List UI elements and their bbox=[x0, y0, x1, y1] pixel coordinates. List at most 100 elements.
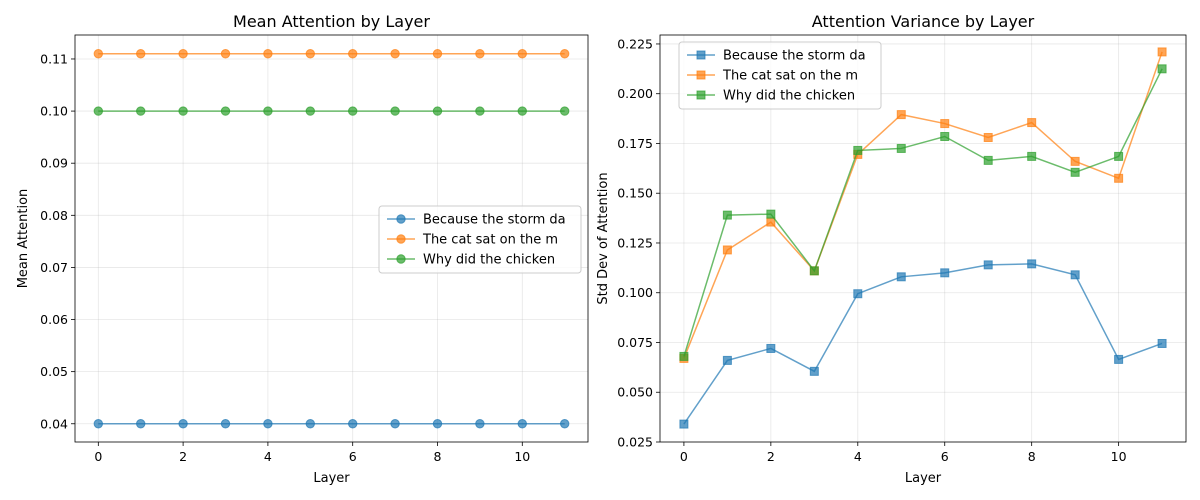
chart-2-data-point bbox=[809, 366, 819, 376]
chart-2-data-point bbox=[679, 419, 689, 429]
chart-1-data-point bbox=[220, 106, 231, 116]
chart-2-data-point bbox=[722, 355, 732, 365]
chart-1-data-point bbox=[178, 419, 188, 429]
chart-2-data-point bbox=[1157, 338, 1167, 348]
chart-1-y-tick-label: 0.04 bbox=[40, 416, 68, 431]
chart-1-x-tick-label: 0 bbox=[94, 449, 102, 464]
chart-1-legend-box bbox=[378, 205, 582, 274]
chart-2-y-tick-label: 0.200 bbox=[617, 86, 653, 101]
chart-1-x-tick-label: 2 bbox=[179, 449, 187, 464]
chart-2-title: Attention Variance by Layer bbox=[812, 12, 1035, 31]
chart-2-legend-item: Why did the chicken bbox=[687, 89, 855, 104]
chart-2-data-point bbox=[896, 143, 906, 153]
chart-1-data-point bbox=[559, 419, 570, 429]
chart-2-data-point bbox=[679, 351, 689, 361]
chart-2-legend-marker bbox=[696, 70, 706, 80]
chart-1-data-point bbox=[136, 49, 146, 59]
chart-1-data-point bbox=[263, 419, 273, 429]
chart-2-data-point bbox=[896, 272, 906, 282]
chart-1-data-point bbox=[390, 49, 400, 59]
chart-2-legend-marker bbox=[696, 90, 706, 100]
chart-2-y-tick-label: 0.150 bbox=[617, 186, 653, 201]
chart-2-grid bbox=[660, 35, 1186, 443]
chart-1-legend: Because the storm da The cat sat on the m… bbox=[378, 205, 582, 274]
chart-1-data-point bbox=[305, 419, 316, 429]
chart-2-legend-label: The cat sat on the m bbox=[722, 69, 858, 84]
chart-2-data-point bbox=[1114, 151, 1124, 161]
chart-2-data-point bbox=[1114, 354, 1124, 364]
chart-1-data-point bbox=[347, 106, 358, 116]
chart-1-data-point bbox=[390, 106, 400, 116]
chart-1-x-tick-label: 10 bbox=[514, 449, 530, 464]
chart-1-data-point bbox=[559, 49, 570, 59]
chart-2-data-point bbox=[983, 260, 993, 270]
chart-2-x-axis-label: Layer bbox=[905, 471, 942, 486]
chart-1-data-point bbox=[220, 49, 231, 59]
chart-2-y-tick-label: 0.175 bbox=[617, 136, 653, 151]
chart-1-y-tick-label: 0.10 bbox=[40, 104, 68, 119]
chart-1-y-tick-label: 0.08 bbox=[40, 208, 68, 223]
chart-2-y-axis-label: Std Dev of Attention bbox=[596, 172, 611, 304]
chart-2-data-point bbox=[853, 289, 863, 299]
chart-1-y-tick-label: 0.06 bbox=[40, 312, 68, 327]
chart-1-data-point bbox=[178, 106, 188, 116]
chart-2-legend: Because the storm da The cat sat on the m… bbox=[678, 41, 882, 110]
chart-1-title: Mean Attention by Layer bbox=[233, 12, 430, 31]
chart-1-y-axis-label: Mean Attention bbox=[16, 189, 31, 289]
chart-2-data-point bbox=[940, 119, 950, 129]
chart-2-legend-item: The cat sat on the m bbox=[687, 69, 858, 84]
chart-1-legend-item: The cat sat on the m bbox=[387, 233, 558, 248]
chart-2-axes-frame bbox=[659, 34, 1187, 443]
chart-1-y-tick-label: 0.09 bbox=[40, 156, 68, 171]
chart-2-data-point bbox=[809, 266, 819, 276]
chart-2-legend-marker bbox=[696, 50, 706, 60]
chart-2-legend-label: Because the storm da bbox=[723, 49, 866, 64]
chart-2-series-line bbox=[683, 68, 1163, 357]
chart-1: 0 2 4 6 8 10 0.04 0.05 0.06 0.07 0.08 0.09 0.10 0.11 M… bbox=[16, 12, 589, 486]
chart-2-data-point bbox=[1027, 118, 1037, 128]
chart-1-y-tick-label: 0.11 bbox=[40, 51, 68, 66]
chart-2-series-1 bbox=[679, 259, 1167, 429]
chart-2-y-tick-label: 0.025 bbox=[617, 435, 653, 450]
chart-2-data-point bbox=[983, 155, 993, 165]
chart-2-data-point bbox=[853, 145, 863, 155]
chart-1-legend-marker bbox=[396, 254, 406, 264]
chart-1-data-point bbox=[432, 419, 443, 429]
chart-2-x-tick-label: 4 bbox=[854, 449, 862, 464]
chart-2-y-tick-label: 0.100 bbox=[617, 285, 653, 300]
chart-1-data-point bbox=[263, 49, 273, 59]
chart-2-data-point bbox=[766, 343, 776, 353]
chart-1-y-tick-label: 0.05 bbox=[40, 364, 68, 379]
chart-2-y-tick-label: 0.050 bbox=[617, 385, 653, 400]
chart-2-data-point bbox=[1070, 156, 1080, 166]
chart-1-series-2 bbox=[93, 49, 570, 59]
chart-1-data-point bbox=[390, 419, 400, 429]
chart-1-data-point bbox=[432, 106, 443, 116]
chart-2-legend-label: Why did the chicken bbox=[723, 89, 855, 104]
chart-1-data-point bbox=[305, 49, 316, 59]
chart-2-data-point bbox=[1027, 259, 1037, 269]
chart-1-legend-item: Because the storm da bbox=[387, 213, 566, 228]
chart-1-data-point bbox=[347, 419, 358, 429]
chart-2-series-3 bbox=[679, 64, 1167, 361]
chart-2-y-tick-label: 0.075 bbox=[617, 335, 653, 350]
chart-2-x-tick-label: 0 bbox=[680, 449, 688, 464]
chart-1-legend-item: Why did the chicken bbox=[387, 253, 555, 268]
chart-2-data-point bbox=[1114, 173, 1124, 183]
chart-2-data-point bbox=[722, 245, 732, 255]
chart-1-data-point bbox=[347, 49, 358, 59]
chart-2-series-line bbox=[683, 263, 1163, 425]
chart-2-data-point bbox=[940, 132, 950, 142]
chart-2-data-point bbox=[1070, 167, 1080, 177]
chart-1-data-point bbox=[475, 49, 485, 59]
chart-2-data-point bbox=[940, 268, 950, 278]
chart-1-data-point bbox=[93, 106, 104, 116]
chart-1-data-point bbox=[432, 49, 443, 59]
chart-1-data-point bbox=[559, 106, 570, 116]
chart-2-data-point bbox=[1157, 47, 1167, 57]
chart-1-x-axis-label: Layer bbox=[313, 471, 350, 486]
chart-1-series-1 bbox=[93, 419, 570, 429]
chart-2-y-tick-label: 0.125 bbox=[617, 235, 653, 250]
chart-1-data-point bbox=[220, 419, 231, 429]
